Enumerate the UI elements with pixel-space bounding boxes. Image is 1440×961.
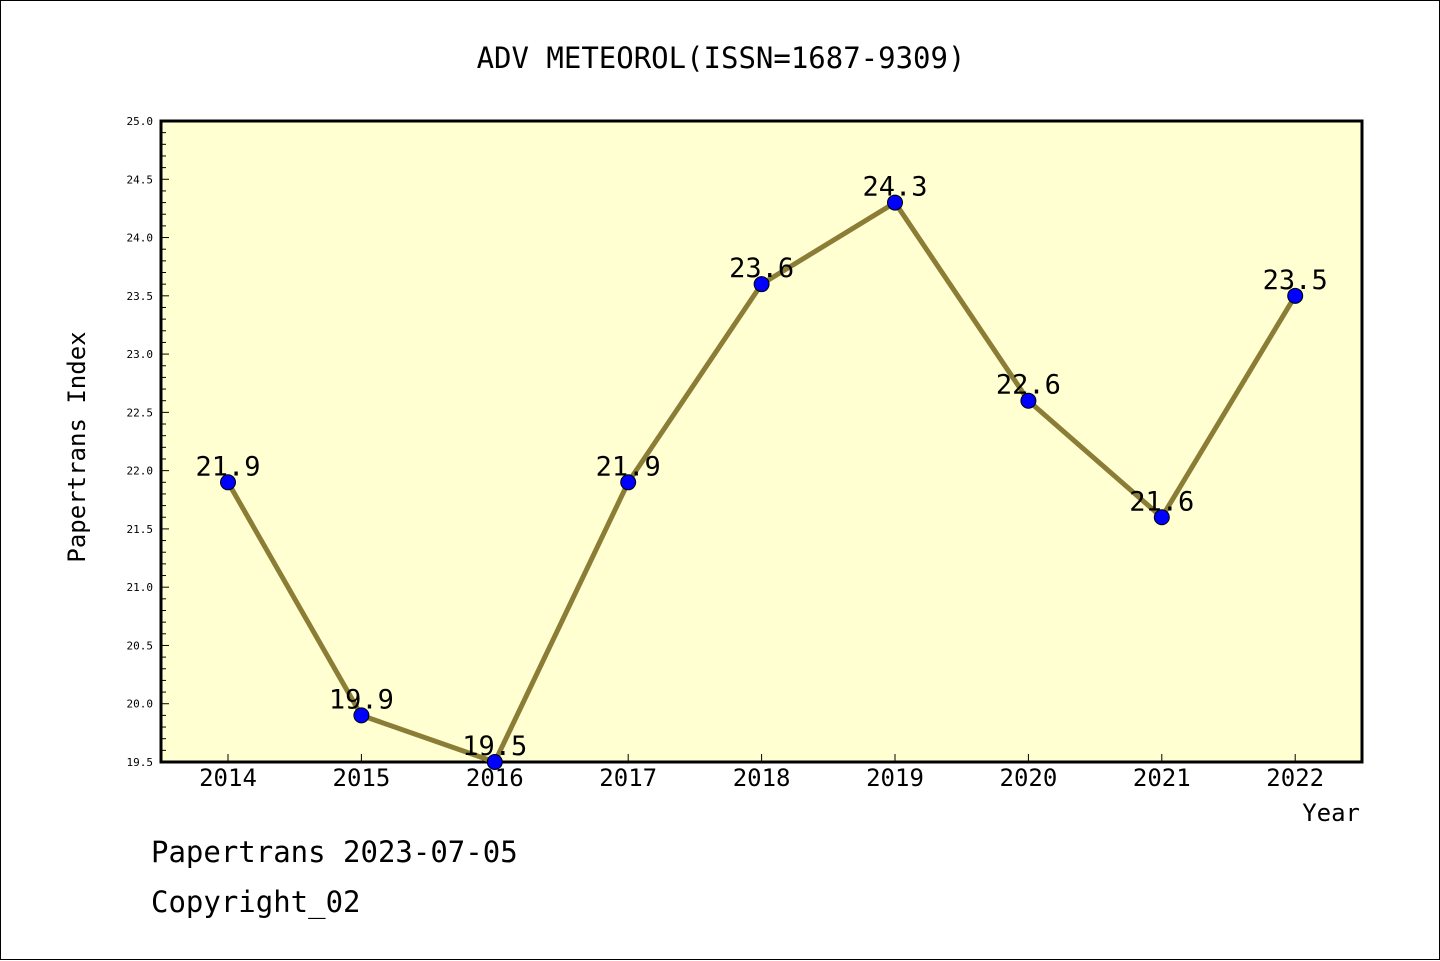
y-tick-label: 19.5: [127, 756, 154, 769]
data-point: [486, 754, 503, 770]
y-tick-label: 21.0: [127, 581, 154, 594]
data-point: [1020, 392, 1037, 409]
x-tick-label: 2020: [1000, 764, 1058, 792]
data-point: [753, 276, 770, 293]
x-tick-label: 2015: [333, 764, 391, 792]
x-axis: 2014 2015 2016 2017 2018 2019 2020 2021 2022: [199, 754, 1324, 792]
data-label: 19.5: [462, 731, 527, 762]
y-axis-label: Papertrans Index: [63, 331, 91, 562]
data-point: [620, 474, 637, 491]
y-axis: 19.5 20.0 20.5 21.0 21.5 22.0 22.5 23.0 23.5 24.0…: [127, 115, 169, 769]
footer-copyright: Copyright_02: [151, 885, 361, 919]
data-point: [887, 194, 903, 211]
plot-area: [159, 119, 1364, 764]
y-tick-label: 23.5: [127, 290, 154, 303]
footer-date: Papertrans 2023-07-05: [151, 835, 518, 869]
x-axis-label: Year: [1302, 799, 1360, 827]
y-tick-label: 25.0: [127, 115, 154, 128]
series-layer: [220, 194, 1304, 770]
y-tick-label: 21.5: [127, 523, 154, 536]
data-label: 21.9: [195, 451, 260, 482]
y-tick-label: 24.5: [127, 173, 154, 186]
x-tick-label: 2022: [1266, 764, 1324, 792]
x-tick-label: 2018: [733, 764, 791, 792]
data-point: [1153, 509, 1170, 526]
y-tick-label: 22.5: [127, 406, 154, 419]
x-tick-label: 2021: [1133, 764, 1191, 792]
data-point: [353, 707, 370, 724]
data-point: [220, 474, 236, 491]
y-tick-label: 20.0: [127, 698, 154, 711]
x-tick-label: 2019: [866, 764, 924, 792]
data-label: 22.6: [996, 370, 1061, 401]
data-label: 21.6: [1129, 486, 1194, 517]
y-tick-label: 20.5: [127, 639, 154, 652]
x-tick-label: 2017: [599, 764, 657, 792]
data-labels: 21.9 19.9 19.5 21.9 23.6 24.3 22.6 21.6 23.5: [195, 172, 1327, 762]
x-tick-label: 2014: [199, 764, 257, 792]
chart-title: ADV METEOROL(ISSN=1687-9309): [477, 41, 966, 75]
data-label: 23.6: [729, 253, 794, 284]
data-point: [1287, 287, 1304, 304]
y-tick-label: 22.0: [127, 465, 154, 478]
data-label: 21.9: [596, 451, 661, 482]
data-label: 23.5: [1263, 265, 1328, 296]
y-tick-label: 23.0: [127, 348, 154, 361]
data-label: 19.9: [329, 684, 394, 715]
y-tick-label: 24.0: [127, 232, 154, 245]
data-label: 24.3: [862, 172, 927, 203]
